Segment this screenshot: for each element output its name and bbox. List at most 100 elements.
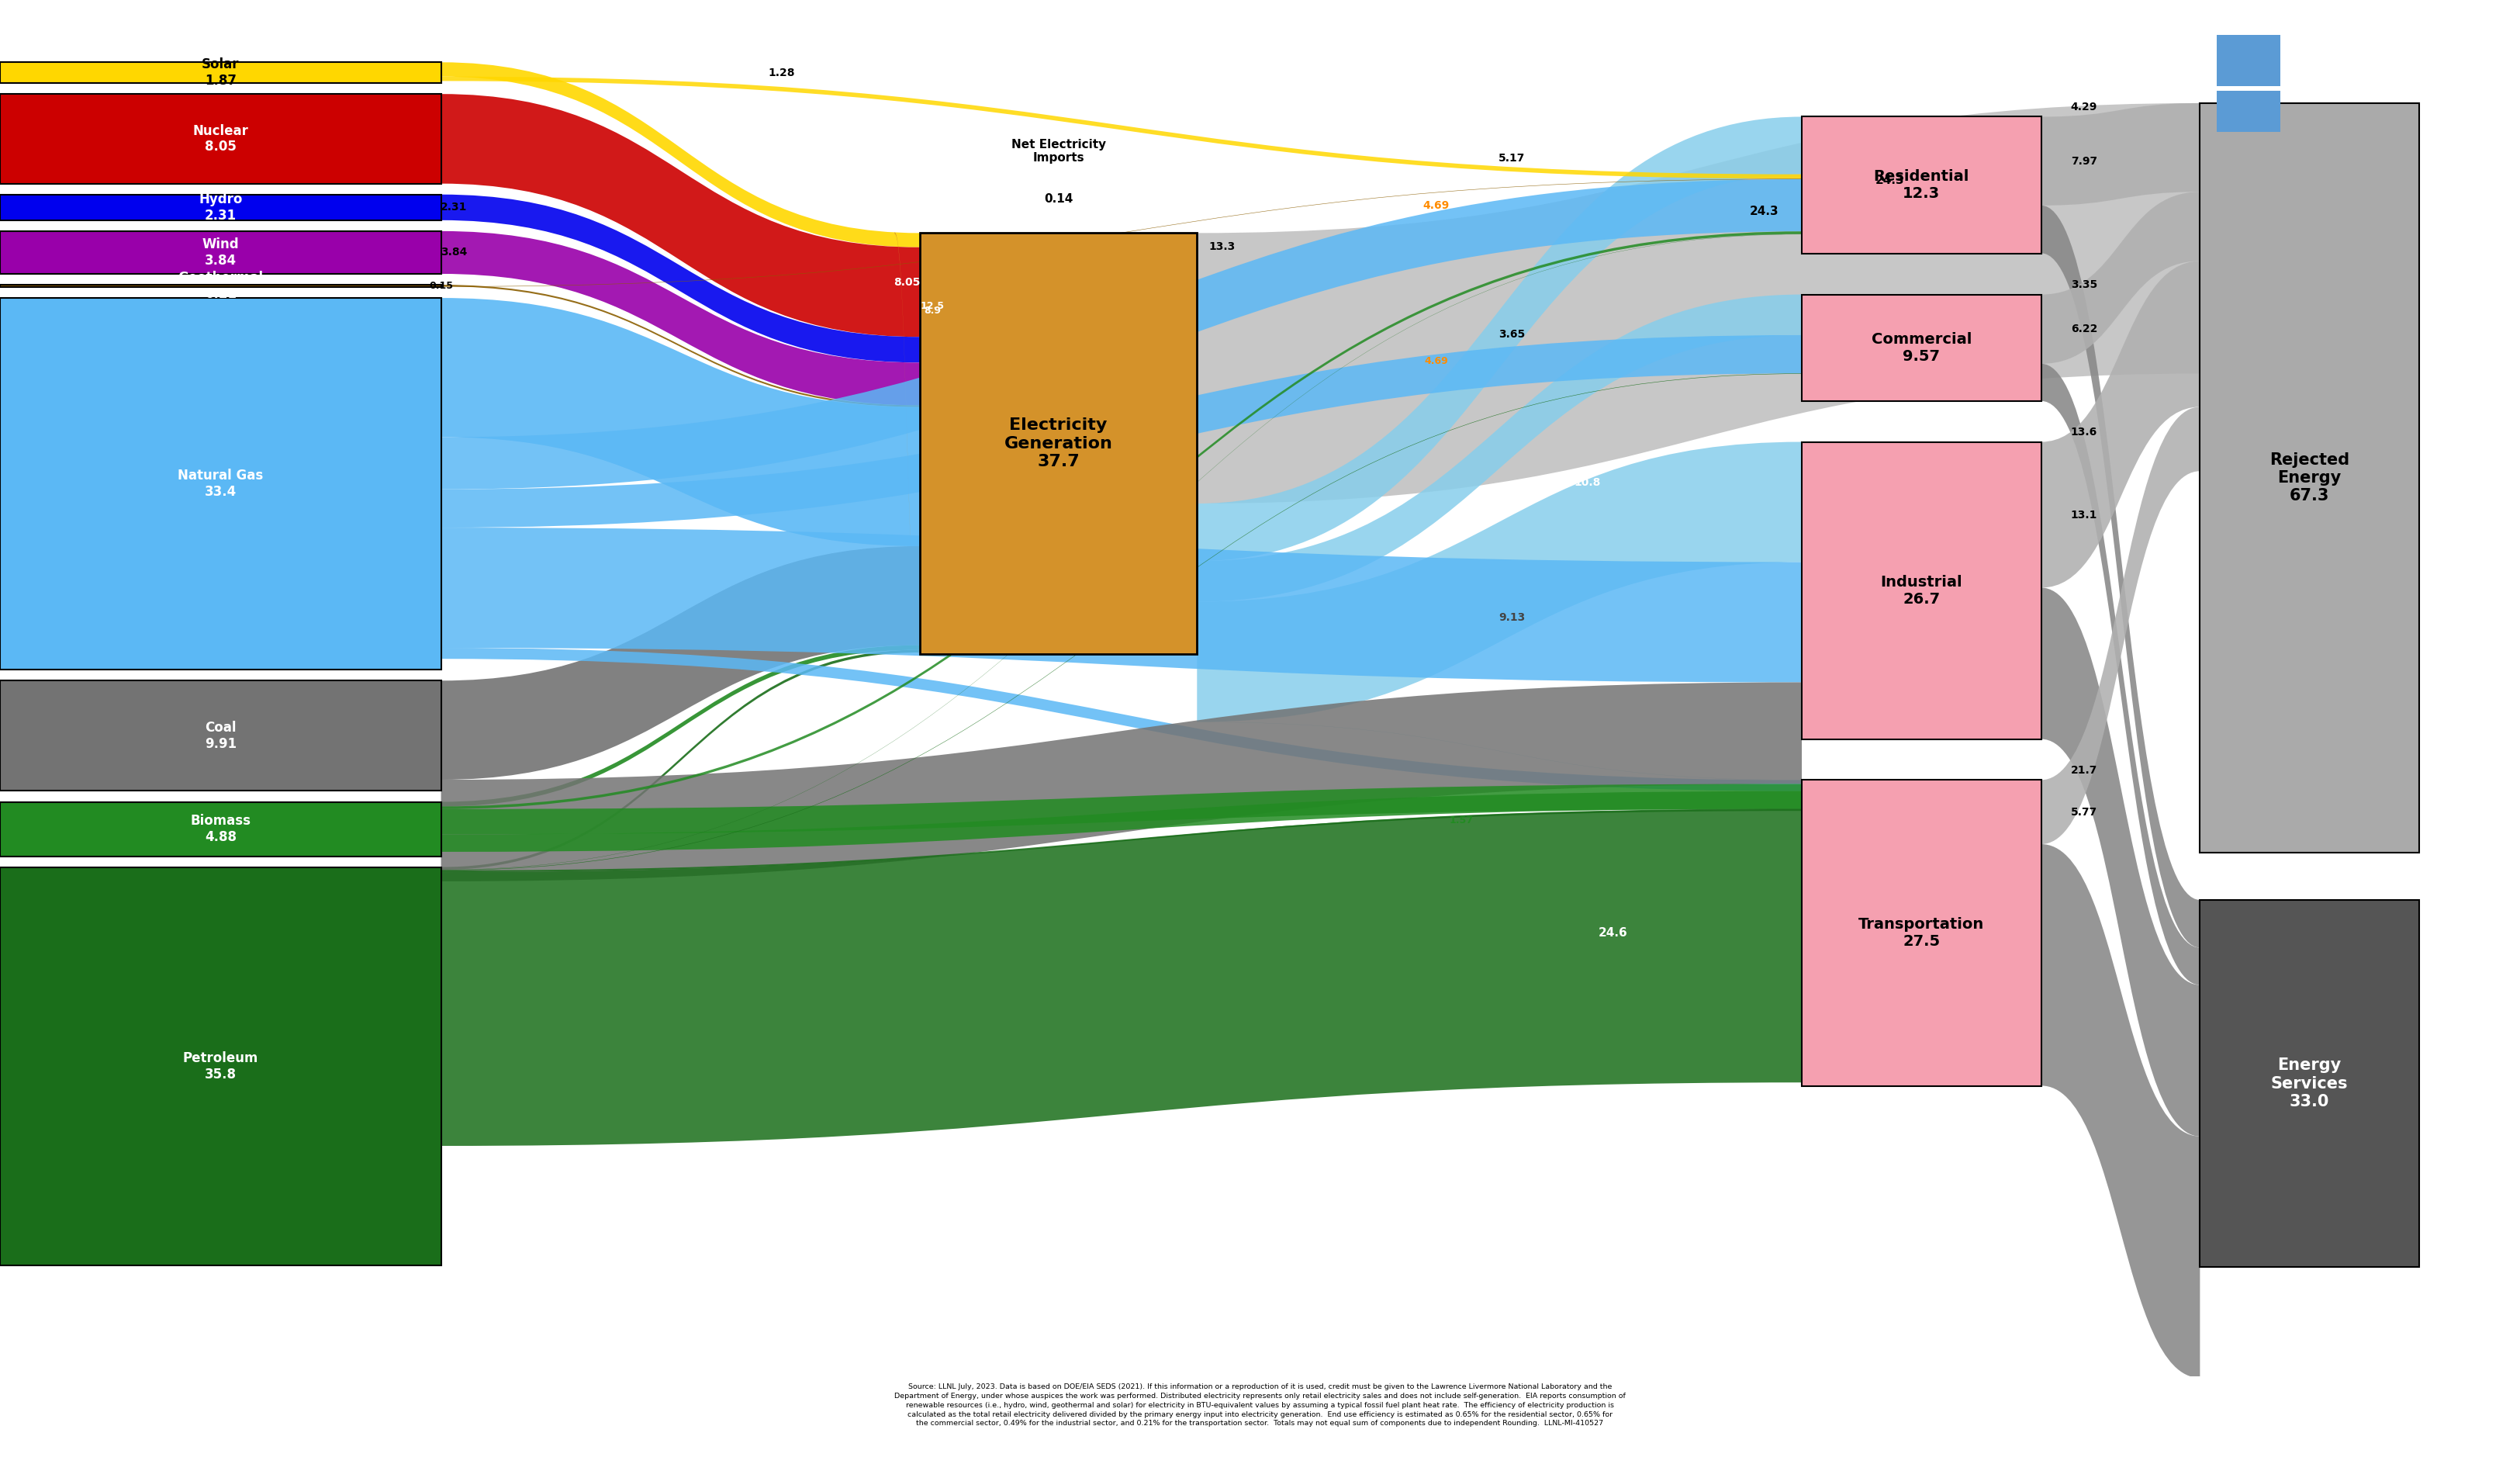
Text: Transportation
27.5: Transportation 27.5 — [1860, 916, 1983, 949]
PathPatch shape — [2041, 205, 2200, 947]
Text: Rejected
Energy
67.3: Rejected Energy 67.3 — [2271, 452, 2349, 504]
Text: Solar
1.87: Solar 1.87 — [202, 57, 239, 88]
Text: 5.77: 5.77 — [2071, 807, 2097, 817]
Text: 13.6: 13.6 — [2071, 427, 2097, 438]
Text: 3.65: 3.65 — [1499, 329, 1525, 340]
PathPatch shape — [1197, 442, 1802, 722]
PathPatch shape — [441, 373, 1802, 871]
Bar — [1802, 780, 2041, 1086]
Text: 2.31: 2.31 — [441, 202, 466, 212]
Text: 10.8: 10.8 — [1575, 477, 1600, 488]
PathPatch shape — [2041, 845, 2200, 1378]
Text: 13.3: 13.3 — [1210, 242, 1235, 252]
PathPatch shape — [441, 646, 920, 807]
Text: 0.41: 0.41 — [391, 813, 416, 823]
Text: Petroleum
35.8: Petroleum 35.8 — [184, 1051, 257, 1082]
Text: 3.35: 3.35 — [2071, 280, 2097, 290]
Bar — [0, 802, 441, 856]
PathPatch shape — [895, 233, 920, 654]
PathPatch shape — [441, 195, 920, 363]
PathPatch shape — [441, 299, 920, 546]
Text: Electricity
Generation
37.7: Electricity Generation 37.7 — [1003, 417, 1114, 470]
PathPatch shape — [441, 527, 1802, 682]
Bar — [0, 231, 441, 274]
PathPatch shape — [441, 791, 1802, 852]
Text: 3.84: 3.84 — [441, 247, 466, 258]
PathPatch shape — [441, 231, 1802, 810]
Text: 4.69: 4.69 — [1424, 356, 1449, 366]
Bar — [2200, 900, 2419, 1268]
Text: Natural Gas
33.4: Natural Gas 33.4 — [179, 468, 262, 499]
PathPatch shape — [441, 179, 1802, 287]
Text: Hydro
2.31: Hydro 2.31 — [199, 192, 242, 223]
Text: Coal
9.91: Coal 9.91 — [204, 720, 237, 751]
Text: Lawrence Livermore: Lawrence Livermore — [2301, 51, 2394, 59]
Text: 1.57: 1.57 — [1449, 815, 1474, 826]
Bar — [2218, 35, 2281, 86]
Text: Nuclear
8.05: Nuclear 8.05 — [192, 124, 249, 154]
Text: 8.9: 8.9 — [925, 306, 940, 316]
Bar — [1802, 442, 2041, 739]
Text: 5.17: 5.17 — [1499, 152, 1525, 164]
Text: 24.3: 24.3 — [1875, 174, 1905, 186]
PathPatch shape — [441, 94, 920, 337]
Text: 0.24: 0.24 — [391, 1034, 416, 1044]
PathPatch shape — [441, 808, 1802, 1146]
Text: 4.69: 4.69 — [1424, 201, 1449, 211]
Text: Commercial
9.57: Commercial 9.57 — [1872, 332, 1971, 363]
PathPatch shape — [2041, 102, 2200, 205]
PathPatch shape — [441, 682, 1802, 881]
Bar — [2218, 91, 2281, 132]
PathPatch shape — [441, 650, 920, 870]
PathPatch shape — [441, 284, 920, 407]
PathPatch shape — [441, 546, 920, 780]
Bar — [0, 867, 441, 1265]
Text: Residential
12.3: Residential 12.3 — [1875, 170, 1968, 201]
Text: 0.15: 0.15 — [428, 281, 454, 291]
PathPatch shape — [1197, 722, 1802, 780]
Text: Geothermal
0.21: Geothermal 0.21 — [179, 271, 262, 302]
Text: Wind
3.84: Wind 3.84 — [202, 237, 239, 268]
Text: Biomass
4.88: Biomass 4.88 — [189, 814, 252, 845]
Text: 12.5: 12.5 — [920, 300, 945, 310]
PathPatch shape — [2041, 261, 2200, 587]
PathPatch shape — [2041, 407, 2200, 845]
Text: 24.3: 24.3 — [1749, 205, 1779, 217]
Text: Net Electricity
Imports: Net Electricity Imports — [1011, 139, 1106, 164]
Text: 8.05: 8.05 — [895, 277, 920, 288]
Text: National Laboratory: National Laboratory — [2301, 91, 2391, 98]
Bar — [0, 94, 441, 183]
Bar — [0, 195, 441, 220]
PathPatch shape — [1197, 102, 2200, 504]
Text: 13.1: 13.1 — [2071, 509, 2097, 520]
PathPatch shape — [2041, 192, 2200, 363]
PathPatch shape — [441, 810, 1802, 873]
PathPatch shape — [441, 234, 1802, 870]
PathPatch shape — [441, 647, 1802, 791]
Bar — [0, 299, 441, 669]
Bar — [0, 63, 441, 83]
Text: 7.97: 7.97 — [2071, 155, 2097, 167]
PathPatch shape — [1197, 117, 1802, 561]
Bar — [0, 681, 441, 791]
Text: 6.22: 6.22 — [2071, 324, 2097, 335]
Bar — [920, 233, 1197, 654]
PathPatch shape — [441, 231, 920, 406]
PathPatch shape — [441, 179, 1802, 489]
PathPatch shape — [441, 783, 1802, 834]
Text: 24.6: 24.6 — [1598, 927, 1628, 938]
Bar — [2200, 102, 2419, 852]
Bar — [1802, 117, 2041, 253]
Bar — [0, 284, 441, 287]
PathPatch shape — [441, 63, 920, 247]
PathPatch shape — [441, 335, 1802, 527]
PathPatch shape — [441, 76, 1802, 179]
PathPatch shape — [1197, 294, 1802, 602]
Bar — [1802, 294, 2041, 401]
Text: 0.14: 0.14 — [1043, 193, 1074, 205]
Text: 21.7: 21.7 — [2071, 766, 2097, 776]
Text: Source: LLNL July, 2023. Data is based on DOE/EIA SEDS (2021). If this informati: Source: LLNL July, 2023. Data is based o… — [895, 1383, 1625, 1427]
Text: 9.13: 9.13 — [1499, 612, 1525, 624]
Text: 1.28: 1.28 — [769, 67, 794, 78]
PathPatch shape — [2041, 587, 2200, 1136]
